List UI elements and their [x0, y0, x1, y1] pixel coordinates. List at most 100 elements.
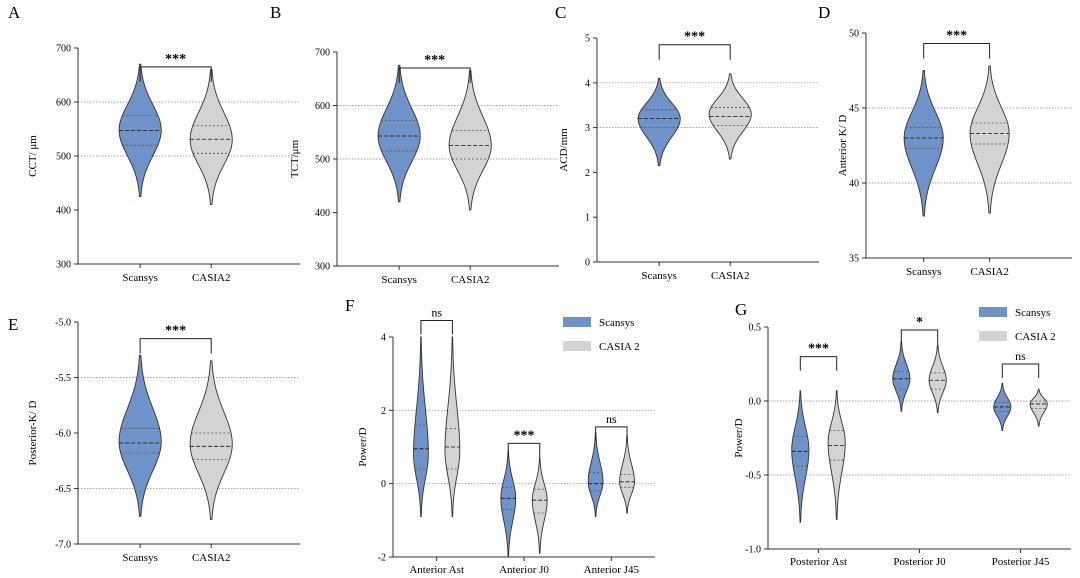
x-tick-label: Anterior Ast [409, 564, 464, 576]
y-axis-label: Posterior-K/ D [27, 401, 39, 466]
y-tick-label: 4 [585, 78, 590, 89]
y-axis-label: Anterior K/ D [837, 115, 849, 177]
y-axis-label: ACD/mm [558, 128, 570, 172]
x-tick-label: CASIA2 [970, 266, 1009, 278]
panel-label: B [270, 3, 281, 22]
y-tick-label: -0.5 [745, 471, 761, 482]
significance-label: *** [165, 52, 186, 67]
y-tick-label: 0 [585, 258, 590, 269]
significance-bracket [595, 426, 628, 441]
significance-label: *** [946, 29, 967, 44]
panel-B: B 300 400 500 600 700 TCT/μm Scansys CASIA2 *** [270, 3, 559, 286]
x-tick-label: Scansys [906, 266, 941, 278]
violin-1 [448, 70, 492, 211]
y-tick-label: -7.0 [55, 540, 71, 551]
y-tick-label: 0.0 [749, 397, 762, 408]
x-tick-label: CASIA2 [192, 552, 231, 564]
panel-A: A 300 400 500 600 700 CCT/ μm Scansys CASIA2 *** [8, 3, 300, 284]
x-tick-label: Posterior Ast [790, 556, 847, 568]
y-tick-label: 400 [56, 206, 71, 217]
y-tick-label: 300 [56, 260, 71, 271]
y-tick-label: -1.0 [745, 545, 761, 556]
y-tick-label: 4 [381, 333, 386, 344]
y-tick-label: -5.0 [55, 318, 71, 329]
x-tick-label: Posterior J0 [893, 556, 946, 568]
y-tick-label: 0.5 [749, 323, 762, 334]
panel-label: C [555, 3, 566, 22]
y-tick-label: 500 [315, 155, 330, 166]
y-tick-label: -6.0 [55, 429, 71, 440]
y-tick-label: -5.5 [55, 373, 71, 384]
y-tick-label: 3 [585, 123, 590, 134]
legend-swatch [979, 331, 1007, 341]
y-tick-label: 50 [849, 29, 859, 40]
x-tick-label: Scansys [381, 274, 416, 286]
panel-label: A [8, 3, 21, 22]
panel-F: F -2 0 2 4 Power/D Anterior Ast ns Anterior J0 **… [345, 296, 655, 576]
significance-bracket [658, 44, 731, 60]
x-tick-label: Scansys [122, 552, 157, 564]
violin-0 [903, 70, 944, 217]
significance-label: ns [431, 306, 442, 320]
significance-label: *** [684, 30, 705, 45]
x-tick-label: Posterior J45 [992, 556, 1050, 568]
significance-label: *** [808, 342, 829, 357]
violin-0 [637, 77, 681, 167]
significance-bracket [139, 338, 212, 354]
significance-label: *** [514, 428, 535, 443]
panel-E: E -7.0 -6.5 -6.0 -5.5 -5.0 Posterior-K/ D Scans… [8, 315, 300, 564]
y-tick-label: 40 [849, 179, 859, 190]
significance-label: ns [1015, 349, 1026, 363]
x-tick-label: Scansys [122, 272, 157, 284]
y-axis-label: TCT/μm [289, 139, 301, 178]
x-tick-label: CASIA2 [192, 272, 231, 284]
y-tick-label: -6.5 [55, 484, 71, 495]
panel-D: D 35 40 45 50 Anterior K/ D Scansys CASIA2 *** [818, 3, 1072, 278]
panel-label: F [345, 296, 354, 315]
violin-0 [587, 431, 604, 518]
significance-bracket [799, 356, 838, 371]
panel-label: D [818, 3, 830, 22]
x-tick-label: CASIA2 [451, 274, 490, 286]
violin-0 [500, 450, 517, 558]
violin-1 [827, 390, 846, 520]
significance-bracket [420, 320, 453, 335]
legend-swatch [563, 341, 591, 351]
significance-label: *** [424, 53, 445, 68]
y-tick-label: 45 [849, 104, 859, 115]
panel-C: C 0 1 2 3 4 5 ACD/mm Scansys CASIA2 *** [555, 3, 819, 282]
violin-1 [928, 344, 947, 414]
y-axis-label: CCT/ μm [27, 135, 39, 177]
y-tick-label: 35 [849, 254, 859, 265]
significance-bracket [900, 329, 939, 344]
x-tick-label: CASIA2 [711, 270, 750, 282]
violin-1 [444, 336, 461, 518]
y-axis-label: Power/D [733, 418, 745, 457]
legend-label: Scansys [1015, 307, 1050, 319]
significance-bracket [139, 66, 212, 82]
significance-bracket [1001, 363, 1040, 378]
legend-swatch [563, 317, 591, 327]
y-tick-label: 2 [585, 168, 590, 179]
y-tick-label: 1 [585, 213, 590, 224]
significance-label: * [916, 315, 923, 330]
significance-bracket [923, 43, 991, 59]
violin-1 [531, 457, 548, 554]
x-tick-label: Anterior J0 [499, 564, 549, 576]
y-tick-label: 700 [56, 44, 71, 55]
violin-1 [189, 69, 233, 206]
violin-0 [413, 336, 429, 518]
violin-1 [969, 65, 1010, 214]
violin-1 [1029, 388, 1048, 427]
legend-label: CASIA 2 [1015, 331, 1056, 343]
legend-label: CASIA 2 [599, 341, 640, 353]
significance-bracket [507, 442, 541, 458]
y-tick-label: 500 [56, 152, 71, 163]
y-tick-label: 2 [381, 406, 386, 417]
significance-label: ns [606, 412, 617, 426]
x-tick-label: Scansys [641, 270, 676, 282]
violin-0 [791, 390, 810, 523]
y-axis-label: Power/D [357, 427, 369, 466]
y-tick-label: 300 [315, 262, 330, 273]
